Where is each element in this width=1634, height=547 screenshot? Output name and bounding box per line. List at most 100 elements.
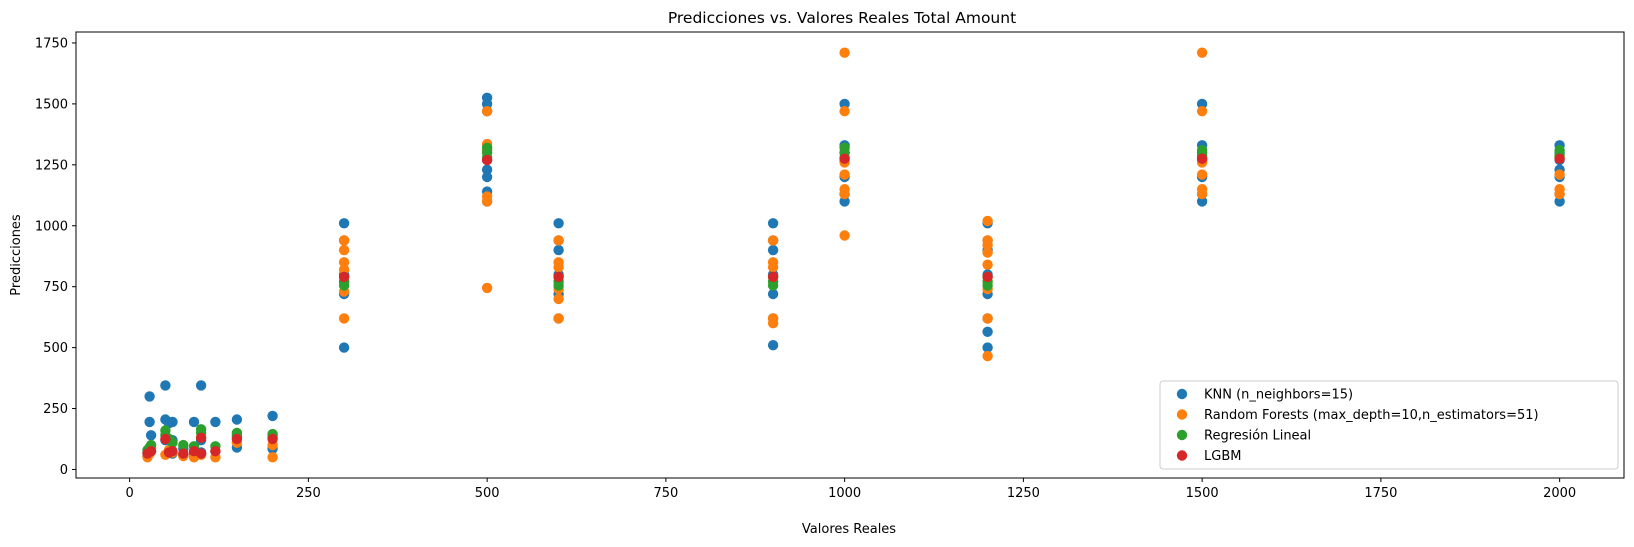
- x-axis-label: Valores Reales: [802, 522, 896, 537]
- chart-title: Predicciones vs. Valores Reales Total Am…: [668, 9, 1016, 27]
- data-point: [839, 230, 850, 241]
- legend-label: Random Forests (max_depth=10,n_estimator…: [1204, 408, 1539, 423]
- data-point: [167, 446, 178, 457]
- data-point: [982, 342, 993, 353]
- data-point: [839, 188, 850, 200]
- data-point: [1196, 196, 1208, 207]
- data-point: [839, 47, 850, 58]
- x-tick-label: 0: [125, 486, 133, 501]
- data-point: [145, 446, 157, 457]
- data-point: [982, 280, 993, 291]
- data-point: [767, 244, 779, 256]
- data-point: [481, 98, 493, 110]
- data-point: [267, 452, 278, 463]
- data-point: [1196, 153, 1208, 164]
- data-point: [188, 416, 200, 428]
- x-tick-label: 2000: [1543, 486, 1576, 501]
- data-point: [982, 313, 993, 324]
- data-point: [767, 218, 779, 229]
- y-tick-label: 1500: [35, 97, 68, 112]
- data-point: [553, 280, 564, 291]
- legend-marker: [1176, 388, 1188, 400]
- data-point: [195, 448, 207, 459]
- y-tick-label: 500: [43, 341, 68, 356]
- data-point: [553, 262, 564, 273]
- data-point: [1196, 47, 1208, 58]
- data-point: [231, 414, 243, 425]
- data-point: [1196, 106, 1208, 117]
- data-point: [481, 164, 493, 175]
- y-tick-label: 1250: [35, 158, 68, 173]
- data-point: [767, 280, 779, 291]
- data-point: [338, 244, 350, 256]
- legend: KNN (n_neighbors=15) Random Forests (max_…: [1159, 380, 1619, 470]
- data-point: [767, 288, 779, 300]
- data-point: [1554, 196, 1565, 207]
- data-point: [1196, 188, 1208, 200]
- data-point: [210, 416, 221, 428]
- data-point: [839, 106, 850, 117]
- y-tick-label: 1000: [35, 219, 68, 234]
- data-point: [767, 271, 779, 283]
- data-point: [982, 271, 993, 283]
- data-point: [767, 318, 779, 329]
- data-point: [839, 98, 850, 110]
- data-point: [982, 350, 993, 362]
- data-point: [195, 380, 207, 391]
- data-point: [178, 448, 189, 459]
- x-tick-label: 750: [653, 486, 678, 501]
- x-tick-label: 1000: [828, 486, 861, 501]
- data-point: [144, 391, 155, 402]
- legend-label: Regresión Lineal: [1204, 429, 1311, 444]
- data-point: [231, 433, 243, 445]
- data-point: [160, 433, 171, 445]
- x-tick-label: 1500: [1186, 486, 1219, 501]
- data-point: [481, 154, 493, 166]
- data-point: [338, 342, 350, 353]
- legend-marker: [1176, 429, 1188, 441]
- data-point: [553, 235, 564, 246]
- data-point: [982, 259, 993, 270]
- legend-label: LGBM: [1204, 449, 1241, 464]
- data-point: [338, 235, 350, 246]
- data-point: [210, 446, 221, 457]
- x-tick-label: 1250: [1007, 486, 1040, 501]
- data-points: [142, 47, 1565, 463]
- data-point: [338, 271, 350, 283]
- data-point: [839, 169, 850, 180]
- legend-marker: [1176, 450, 1188, 461]
- data-point: [338, 218, 350, 229]
- data-point: [338, 264, 350, 275]
- data-point: [767, 235, 779, 246]
- legend-marker: [1176, 409, 1188, 420]
- data-point: [982, 215, 993, 227]
- x-tick-label: 1750: [1364, 486, 1397, 501]
- plot-frame: [75, 31, 1625, 479]
- series-3: [142, 153, 1565, 459]
- y-tick-label: 250: [43, 402, 68, 417]
- data-point: [481, 171, 493, 183]
- data-point: [839, 196, 850, 207]
- data-point: [338, 313, 350, 324]
- data-point: [338, 257, 350, 268]
- y-axis-label: Predicciones: [9, 214, 24, 296]
- data-point: [481, 106, 493, 117]
- data-point: [767, 262, 779, 273]
- data-point: [178, 439, 189, 451]
- data-point: [553, 313, 564, 324]
- data-point: [1554, 188, 1565, 200]
- data-point: [839, 153, 850, 164]
- y-tick-label: 750: [43, 280, 68, 295]
- legend-box: [1159, 380, 1619, 470]
- data-point: [481, 282, 493, 294]
- data-point: [982, 326, 993, 337]
- data-point: [1554, 169, 1565, 180]
- data-point: [195, 432, 207, 443]
- x-tick-label: 250: [296, 486, 321, 501]
- data-point: [553, 271, 564, 283]
- data-point: [553, 293, 564, 305]
- legend-label: KNN (n_neighbors=15): [1204, 388, 1353, 403]
- data-point: [767, 340, 779, 351]
- data-point: [145, 430, 157, 441]
